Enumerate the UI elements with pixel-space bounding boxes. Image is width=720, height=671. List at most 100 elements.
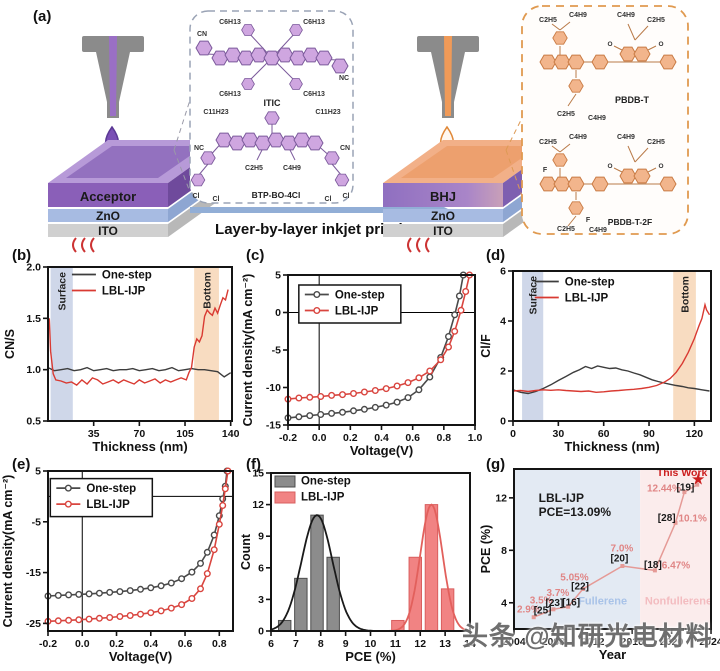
- acceptor-ink-channel: [109, 36, 117, 116]
- svg-text:2024: 2024: [699, 636, 720, 648]
- panel-label-b: (b): [12, 247, 32, 264]
- band: [194, 267, 219, 421]
- cl-label: Cl: [325, 196, 332, 203]
- alkyl-label: C4H9: [569, 12, 587, 19]
- alkyl-label: C4H9: [283, 165, 301, 172]
- svg-text:LBL-IJP: LBL-IJP: [335, 306, 379, 318]
- svg-text:-15: -15: [26, 567, 41, 579]
- cl-label: Cl: [213, 196, 220, 203]
- nc-label: NC: [339, 75, 349, 82]
- svg-text:Bottom: Bottom: [202, 272, 214, 309]
- layer-label-ito-right: ITO: [433, 224, 453, 238]
- series-One-step: [512, 365, 710, 395]
- svg-text:Year: Year: [599, 647, 626, 662]
- svg-text:0: 0: [275, 307, 281, 319]
- alkyl-label: C11H23: [315, 109, 340, 116]
- svg-text:0.4: 0.4: [374, 432, 389, 444]
- alkyl-label: C4H9: [588, 115, 606, 122]
- alkyl-label: C2H5: [647, 139, 665, 146]
- svg-text:[22]: [22]: [571, 582, 589, 593]
- layer-label-acceptor: Acceptor: [80, 189, 136, 204]
- svg-text:Thickness (nm): Thickness (nm): [564, 439, 659, 454]
- svg-text:This Work: This Work: [657, 467, 708, 479]
- panel-label-c: (c): [246, 247, 265, 264]
- fluorine-label: F: [543, 167, 548, 174]
- svg-text:5: 5: [275, 270, 281, 282]
- plot-frame: [47, 470, 234, 632]
- svg-text:-25: -25: [26, 618, 41, 630]
- molecule-pbdbt2f-structure: [539, 143, 677, 227]
- acceptor-molecules-box: C6H13 C6H13 C6H13 C6H13 CN NC ITIC C11H2…: [189, 10, 354, 204]
- svg-text:10: 10: [365, 638, 377, 650]
- svg-text:90: 90: [643, 428, 655, 440]
- chart-c-jv-curves-itic: -0.2 0.0 0.2 0.4 0.6 0.8 1.0 5 0 -5 -10 -15 Voltage(…: [241, 270, 482, 459]
- svg-text:13: 13: [439, 638, 451, 650]
- svg-text:0.8: 0.8: [212, 638, 227, 650]
- plot-frame: [512, 270, 712, 422]
- inkjet-printhead-donor: [417, 36, 479, 118]
- hist-bar: [277, 619, 292, 632]
- svg-text:Count: Count: [239, 533, 253, 570]
- svg-text:0.6: 0.6: [178, 638, 193, 650]
- svg-text:2008: 2008: [542, 636, 566, 648]
- svg-text:[28]: [28]: [658, 513, 676, 524]
- svg-text:0: 0: [258, 626, 264, 638]
- donor-ink-channel: [444, 36, 452, 116]
- series-One-step: [47, 366, 232, 378]
- panel-label-g: (g): [486, 456, 506, 473]
- hist-bar: [408, 556, 422, 632]
- svg-text:4: 4: [500, 316, 506, 328]
- svg-text:8: 8: [318, 638, 324, 650]
- svg-text:14: 14: [464, 638, 476, 650]
- svg-text:0.8: 0.8: [437, 432, 452, 444]
- panel-label-d: (d): [486, 247, 506, 264]
- svg-text:7: 7: [293, 638, 299, 650]
- svg-text:PCE (%): PCE (%): [479, 525, 493, 574]
- alkyl-label: C2H5: [245, 165, 263, 172]
- svg-text:0: 0: [500, 416, 506, 428]
- alkyl-label: C6H13: [219, 91, 241, 98]
- svg-text:0: 0: [510, 428, 516, 440]
- svg-text:9: 9: [343, 638, 349, 650]
- chart-b-cns-depth-profile: Surface Bottom 35 70 105 140 0.5 1.0 1.5 2.0 Thick…: [3, 262, 240, 455]
- svg-text:2.0: 2.0: [26, 262, 41, 274]
- svg-text:6: 6: [268, 638, 274, 650]
- nc-label: NC: [194, 145, 204, 152]
- series-LBL-IJP: [47, 470, 229, 623]
- svg-text:One-step: One-step: [301, 476, 351, 488]
- svg-text:Nonfullerene: Nonfullerene: [645, 596, 712, 608]
- svg-text:1.0: 1.0: [26, 364, 41, 376]
- svg-text:One-step: One-step: [102, 270, 152, 282]
- svg-text:12: 12: [495, 492, 507, 504]
- series-LBL-IJP: [512, 302, 711, 394]
- svg-text:2004: 2004: [502, 636, 526, 648]
- svg-text:6: 6: [258, 562, 264, 574]
- alkyl-label: C2H5: [539, 139, 557, 146]
- svg-text:Bottom: Bottom: [680, 276, 692, 313]
- svg-text:0.2: 0.2: [109, 638, 124, 650]
- oxygen-label: O: [658, 41, 663, 48]
- hist-bar: [310, 514, 324, 632]
- svg-text:5.05%: 5.05%: [560, 572, 588, 583]
- alkyl-label: C2H5: [557, 111, 575, 118]
- svg-text:Voltage(V): Voltage(V): [109, 649, 172, 664]
- svg-text:15: 15: [252, 468, 264, 480]
- alkyl-label: C2H5: [557, 226, 575, 233]
- region: [514, 469, 641, 629]
- fluorine-label: F: [586, 217, 591, 224]
- svg-text:-0.2: -0.2: [39, 638, 57, 650]
- panel-label-e: (e): [12, 456, 31, 473]
- svg-text:One-step: One-step: [86, 483, 136, 495]
- svg-text:0.0: 0.0: [75, 638, 90, 650]
- svg-text:6.47%: 6.47%: [662, 561, 690, 572]
- donor-molecules-box: C2H5 C4H9 C4H9 C2H5 O O C2H5 C4H9 PBDB-T: [521, 5, 689, 235]
- cn-label: CN: [197, 31, 207, 38]
- svg-text:Thickness (nm): Thickness (nm): [92, 439, 187, 454]
- chart-e-jv-curves-btp: -0.2 0.0 0.2 0.4 0.6 0.8 5 -5 -15 -25 Voltage(V) Cu…: [1, 466, 234, 664]
- svg-text:Cl/F: Cl/F: [479, 334, 493, 358]
- svg-text:★: ★: [691, 472, 705, 489]
- alkyl-label: C4H9: [617, 134, 635, 141]
- zoom-connector-right: [505, 117, 523, 197]
- zoom-connector-left: [173, 99, 191, 193]
- svg-text:30: 30: [552, 428, 564, 440]
